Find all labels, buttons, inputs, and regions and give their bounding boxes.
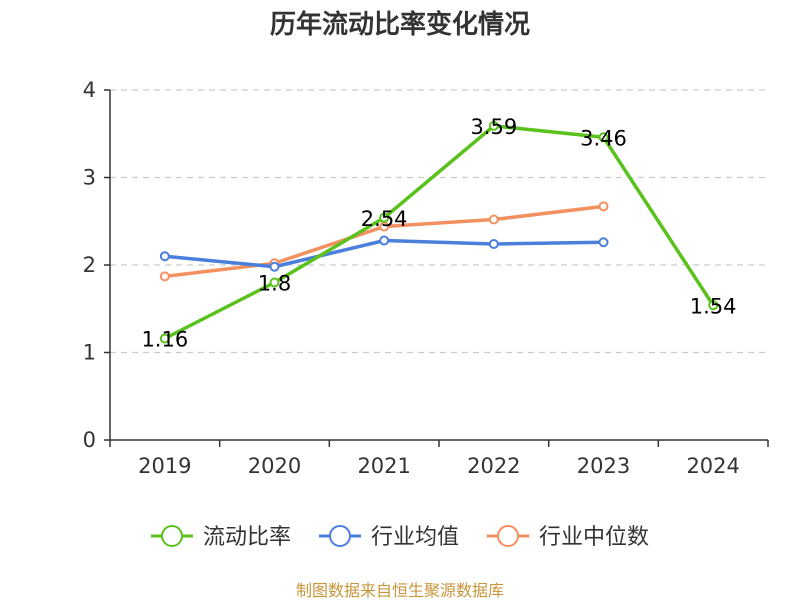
series-line-0 [163,124,715,341]
legend-label: 行业均值 [371,525,459,550]
data-point [708,300,719,311]
data-point [379,212,390,223]
x-tick-label: 2019 [138,454,191,478]
y-tick-label: 1 [83,341,96,365]
x-tick-label: 2023 [577,454,630,478]
data-point [159,333,170,344]
legend-label: 流动比率 [203,525,291,550]
data-label: 2.54 [361,207,408,231]
data-point [379,235,390,246]
y-tick-label: 2 [83,253,96,277]
y-tick-label: 3 [83,166,96,190]
chart-title: 历年流动比率变化情况 [270,9,530,40]
legend-item[interactable]: 流动比率 [151,525,291,550]
axes: 0 1 2 3 4 2019 2020 2021 2022 2023 2024 [83,78,769,478]
data-point [488,214,499,225]
data-label: 3.46 [580,126,627,150]
x-tick-label: 2021 [357,454,410,478]
data-point [269,277,280,288]
legend-circle-icon [329,525,351,547]
data-point [488,239,499,249]
legend-circle-icon [161,525,183,547]
data-point [159,251,170,262]
y-tick-label: 0 [83,428,96,452]
data-point [159,271,170,282]
source-note: 制图数据来自恒生聚源数据库 [296,581,504,600]
legend-label: 行业中位数 [539,525,649,550]
data-point [269,261,280,272]
data-point [598,132,609,143]
legend-item[interactable]: 行业均值 [319,525,459,550]
x-tick-label: 2022 [467,454,520,478]
data-label: 1.54 [690,294,737,318]
legend: 流动比率 行业均值 行业中位数 [151,525,649,550]
series-lines [159,120,719,344]
data-label: 1.8 [258,272,291,296]
data-point [598,201,609,212]
data-label: 1.16 [141,328,188,352]
x-tick-label: 2020 [248,454,301,478]
legend-item[interactable]: 行业中位数 [487,525,649,550]
data-point [598,237,609,248]
legend-circle-icon [497,525,519,547]
data-label: 3.59 [470,115,517,139]
data-point [488,120,499,131]
data-labels: 1.16 1.8 2.54 3.59 3.46 1.54 [141,115,736,352]
x-tick-label: 2024 [686,454,739,478]
y-tick-label: 4 [83,78,96,102]
